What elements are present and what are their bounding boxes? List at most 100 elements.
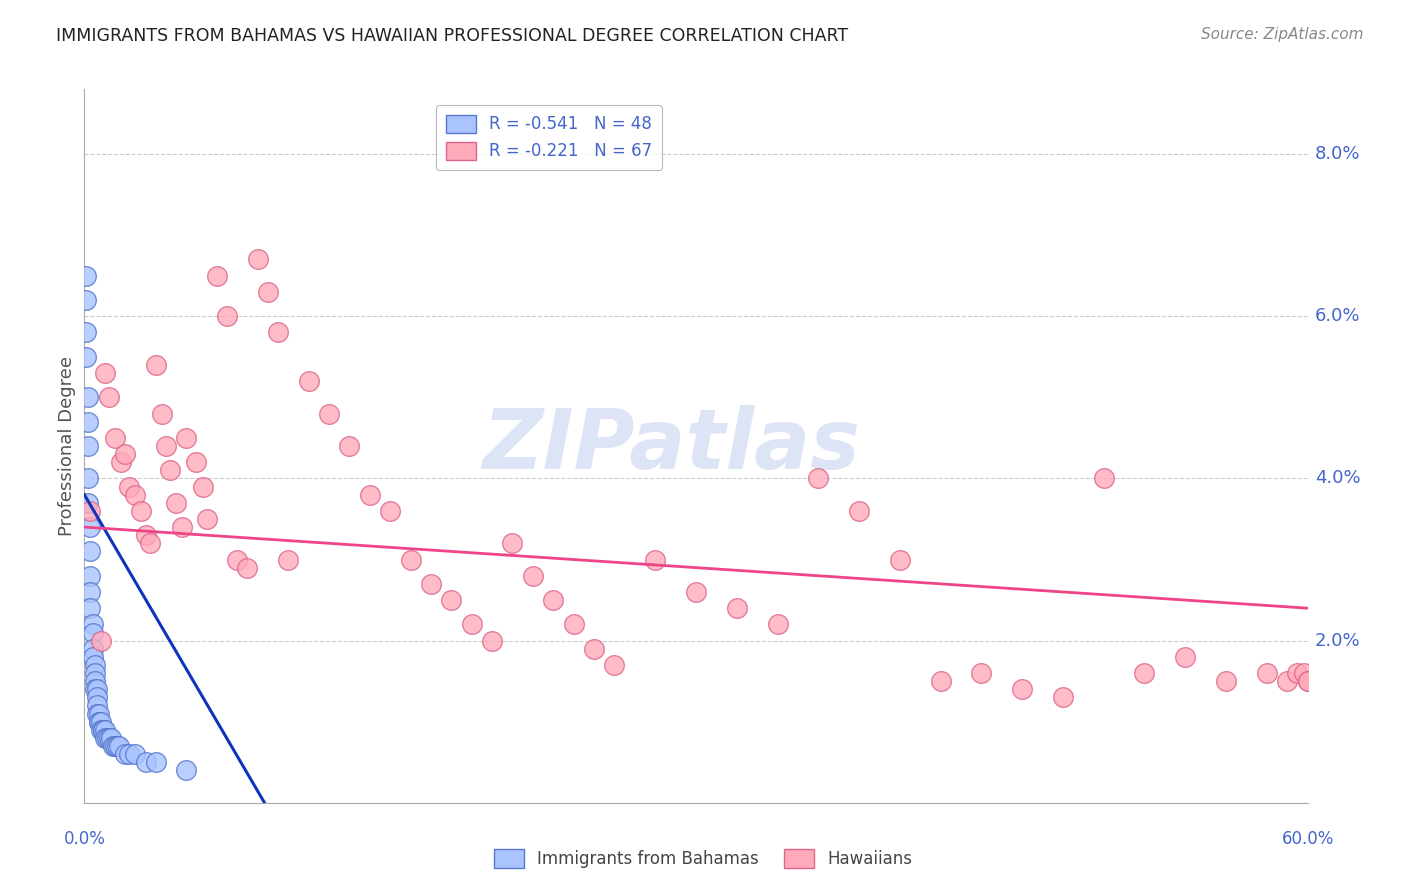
Point [87, 714, 110, 729]
Point [79, 585, 101, 599]
Point [766, 617, 789, 632]
Point [114, 747, 136, 761]
Point [135, 528, 157, 542]
Point [118, 479, 141, 493]
Point [101, 739, 124, 753]
Point [848, 504, 870, 518]
Point [318, 407, 340, 421]
Point [359, 488, 381, 502]
Point [100, 731, 122, 745]
Point [145, 756, 167, 770]
Point [79, 568, 101, 582]
Point [114, 447, 136, 461]
Point [86, 698, 108, 713]
Point [1092, 471, 1115, 485]
Point [191, 479, 214, 493]
Point [83, 666, 105, 681]
Text: Source: ZipAtlas.com: Source: ZipAtlas.com [1201, 27, 1364, 42]
Point [1296, 674, 1319, 689]
Point [522, 568, 544, 582]
Point [1275, 674, 1298, 689]
Point [165, 496, 187, 510]
Point [298, 374, 321, 388]
Point [79, 601, 101, 615]
Text: 6.0%: 6.0% [1315, 307, 1360, 326]
Point [90, 723, 112, 737]
Text: ZIPatlas: ZIPatlas [482, 406, 860, 486]
Point [86, 682, 108, 697]
Text: 4.0%: 4.0% [1315, 469, 1360, 487]
Text: 60.0%: 60.0% [1281, 830, 1334, 847]
Point [257, 285, 280, 299]
Point [91, 723, 114, 737]
Point [83, 674, 105, 689]
Point [145, 358, 167, 372]
Point [1133, 666, 1156, 681]
Text: 0.0%: 0.0% [63, 830, 105, 847]
Legend: R = -0.541   N = 48, R = -0.221   N = 67: R = -0.541 N = 48, R = -0.221 N = 67 [436, 104, 662, 170]
Point [159, 463, 181, 477]
Point [1174, 649, 1197, 664]
Point [195, 512, 218, 526]
Point [543, 593, 565, 607]
Point [124, 747, 146, 761]
Point [77, 439, 100, 453]
Point [77, 496, 100, 510]
Point [562, 617, 585, 632]
Point [399, 552, 422, 566]
Point [77, 471, 100, 485]
Point [86, 706, 108, 721]
Point [82, 649, 104, 664]
Point [93, 366, 115, 380]
Point [807, 471, 830, 485]
Point [82, 617, 104, 632]
Point [481, 633, 503, 648]
Point [93, 731, 115, 745]
Point [83, 657, 105, 672]
Point [236, 560, 259, 574]
Point [246, 252, 269, 267]
Point [97, 390, 120, 404]
Point [267, 326, 290, 340]
Point [277, 552, 299, 566]
Point [1215, 674, 1237, 689]
Point [440, 593, 463, 607]
Point [96, 731, 118, 745]
Point [186, 455, 208, 469]
Point [582, 641, 605, 656]
Point [86, 690, 108, 705]
Point [90, 633, 112, 648]
Point [685, 585, 707, 599]
Point [970, 666, 993, 681]
Point [82, 625, 104, 640]
Point [644, 552, 666, 566]
Point [1256, 666, 1278, 681]
Point [889, 552, 911, 566]
Point [105, 739, 128, 753]
Point [104, 739, 127, 753]
Point [461, 617, 484, 632]
Point [1296, 674, 1319, 689]
Point [1052, 690, 1074, 705]
Point [118, 747, 141, 761]
Text: 8.0%: 8.0% [1315, 145, 1360, 163]
Point [77, 415, 100, 429]
Text: 2.0%: 2.0% [1315, 632, 1360, 649]
Point [1011, 682, 1033, 697]
Point [79, 520, 101, 534]
Point [339, 439, 360, 453]
Point [155, 439, 177, 453]
Point [75, 268, 97, 283]
Point [124, 488, 146, 502]
Point [172, 520, 194, 534]
Text: IMMIGRANTS FROM BAHAMAS VS HAWAIIAN PROFESSIONAL DEGREE CORRELATION CHART: IMMIGRANTS FROM BAHAMAS VS HAWAIIAN PROF… [56, 27, 848, 45]
Point [79, 544, 101, 558]
Point [110, 455, 132, 469]
Point [82, 641, 104, 656]
Point [1292, 666, 1315, 681]
Point [420, 577, 443, 591]
Point [603, 657, 626, 672]
Point [77, 390, 100, 404]
Point [131, 504, 153, 518]
Point [93, 723, 115, 737]
